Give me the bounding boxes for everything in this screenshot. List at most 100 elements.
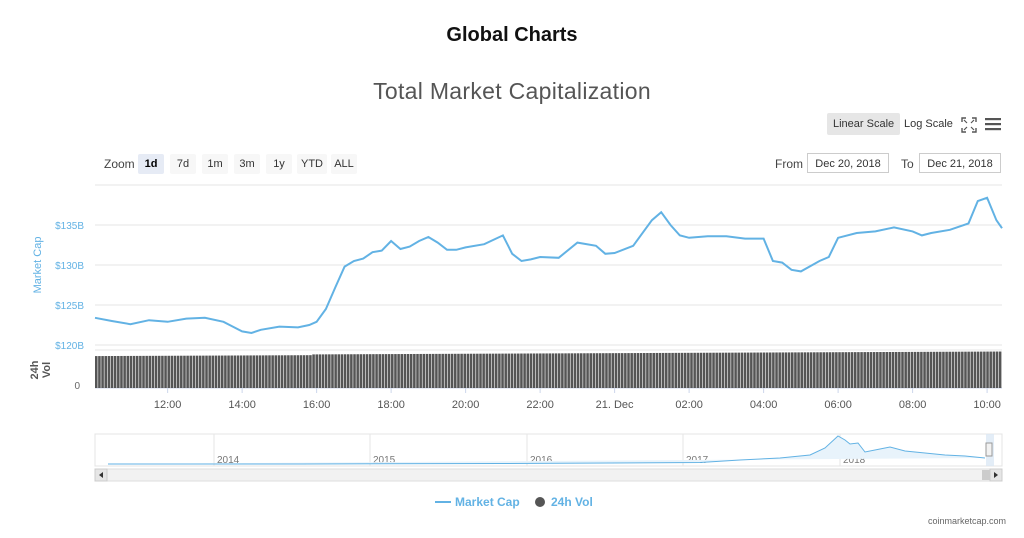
volume-bar	[255, 355, 259, 388]
zoom-button-1m[interactable]: 1m	[202, 154, 228, 174]
zoom-label: Zoom	[104, 157, 135, 171]
volume-bar	[239, 355, 243, 388]
volume-bar	[293, 355, 296, 388]
legend-vol-label[interactable]: 24h Vol	[551, 495, 593, 509]
volume-bar	[709, 352, 712, 388]
volume-bar	[787, 352, 791, 388]
x-tick-label: 08:00	[899, 399, 927, 411]
volume-bar	[98, 356, 101, 388]
x-tick-label: 06:00	[824, 399, 852, 411]
volume-bars	[95, 351, 1002, 388]
navigator-year-label: 2015	[373, 455, 396, 466]
volume-bar	[113, 356, 117, 388]
to-date-input[interactable]: Dec 21, 2018	[919, 153, 1001, 173]
zoom-button-all[interactable]: ALL	[331, 154, 357, 174]
volume-bar	[173, 355, 177, 388]
volume-bar	[762, 352, 766, 388]
volume-bar	[504, 353, 507, 388]
volume-bar	[696, 352, 700, 388]
volume-bar	[715, 352, 718, 388]
navigator-year-label: 2018	[843, 455, 866, 466]
volume-bar	[214, 355, 218, 388]
volume-bar	[164, 355, 167, 388]
volume-bar	[658, 352, 662, 388]
volume-bar	[469, 353, 473, 388]
zoom-button-1d[interactable]: 1d	[138, 154, 164, 174]
from-date-input[interactable]: Dec 20, 2018	[807, 153, 889, 173]
volume-bar	[126, 355, 130, 388]
zoom-button-1y[interactable]: 1y	[266, 154, 292, 174]
volume-bar	[853, 352, 857, 388]
volume-bar	[494, 353, 498, 388]
volume-bar	[482, 353, 485, 388]
volume-bar	[929, 351, 933, 388]
volume-bar	[945, 351, 948, 388]
volume-bar	[104, 356, 107, 388]
volume-bar	[539, 353, 542, 388]
y-tick-label: $120B	[55, 341, 84, 352]
volume-bar	[674, 352, 678, 388]
zoom-button-ytd[interactable]: YTD	[297, 154, 327, 174]
volume-bar	[979, 351, 983, 388]
volume-bar	[365, 354, 369, 388]
volume-bar	[916, 351, 920, 388]
legend-market-cap-label[interactable]: Market Cap	[455, 495, 520, 509]
navigator-handle[interactable]	[985, 442, 993, 457]
volume-bar	[920, 351, 923, 388]
volume-bar	[665, 352, 668, 388]
scrollbar-thumb[interactable]	[982, 470, 990, 480]
volume-bar	[391, 354, 394, 388]
volume-bar	[932, 351, 936, 388]
volume-bar	[910, 351, 914, 388]
volume-bar	[95, 356, 98, 388]
volume-bar	[513, 353, 517, 388]
volume-bar	[557, 353, 561, 388]
volume-bar	[860, 352, 863, 388]
volume-bar	[315, 354, 318, 388]
volume-bar	[778, 352, 781, 388]
linear-scale-button[interactable]: Linear Scale	[827, 113, 901, 135]
volume-bar	[797, 352, 800, 388]
volume-bar	[718, 352, 722, 388]
volume-bar	[690, 352, 693, 388]
volume-bar	[450, 353, 454, 388]
volume-bar	[781, 352, 785, 388]
volume-bar	[794, 352, 797, 388]
volume-bar	[428, 353, 432, 388]
volume-bar	[976, 351, 980, 388]
volume-bar	[642, 353, 646, 388]
y2-axis-tick-0: 0	[74, 381, 80, 392]
volume-bar	[740, 352, 744, 388]
zoom-button-3m[interactable]: 3m	[234, 154, 260, 174]
page-heading: Global Charts	[446, 24, 578, 46]
hamburger-menu-icon[interactable]	[985, 117, 1001, 131]
volume-bar	[683, 352, 687, 388]
volume-bar	[148, 355, 152, 388]
volume-bar	[438, 353, 441, 388]
credit-link[interactable]: coinmarketcap.com	[927, 516, 1006, 526]
y2-axis-label-line1: 24h	[29, 360, 41, 379]
volume-bar	[170, 355, 174, 388]
volume-bar	[579, 353, 583, 388]
volume-bar	[283, 355, 287, 388]
log-scale-button[interactable]: Log Scale	[904, 118, 953, 130]
volume-bar	[135, 355, 139, 388]
volume-bar	[261, 355, 265, 388]
scrollbar-track[interactable]	[94, 468, 1003, 482]
volume-bar	[583, 353, 586, 388]
volume-bar	[117, 355, 120, 388]
volume-bar	[923, 351, 926, 388]
volume-bar	[627, 353, 630, 388]
volume-bar	[589, 353, 592, 388]
volume-bar	[517, 353, 520, 388]
fullscreen-icon[interactable]	[961, 117, 977, 133]
zoom-button-7d[interactable]: 7d	[170, 154, 196, 174]
volume-bar	[724, 352, 728, 388]
volume-bar	[809, 352, 813, 388]
volume-bar	[334, 354, 337, 388]
volume-bar	[554, 353, 558, 388]
volume-bar	[422, 353, 426, 388]
volume-bar	[236, 355, 240, 388]
volume-bar	[602, 353, 605, 388]
